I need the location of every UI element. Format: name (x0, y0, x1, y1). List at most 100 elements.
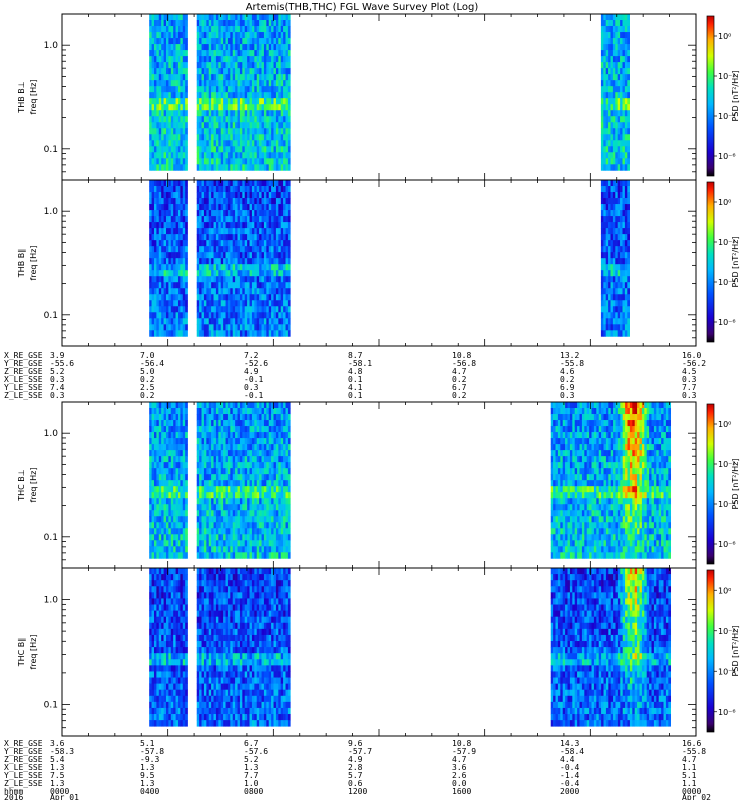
spectrogram-cell (242, 252, 246, 259)
spectrogram-cell (185, 158, 188, 165)
spectrogram-cell (182, 74, 186, 81)
spectrogram-cell (165, 270, 169, 277)
spectrogram-cell (608, 192, 611, 199)
spectrogram-cell (627, 80, 630, 87)
spectrogram-cell (232, 282, 236, 289)
spectrogram-cell (151, 56, 155, 63)
spectrogram-cell (275, 14, 279, 21)
spectrogram-cell (158, 540, 162, 547)
spectrogram-cell (285, 44, 289, 51)
spectrogram-cell (603, 180, 606, 187)
spectrogram-cell (256, 534, 260, 541)
spectrogram-cell (232, 44, 236, 51)
spectrogram-cell (211, 474, 214, 481)
spectrogram-cell (203, 306, 207, 313)
spectrogram-cell (610, 294, 614, 301)
spectrogram-cell (201, 270, 205, 277)
spectrogram-cell (273, 312, 277, 319)
spectrogram-cell (218, 288, 222, 295)
spectrogram-cell (285, 32, 289, 39)
spectrogram-cell (254, 86, 258, 93)
spectrogram-cell (185, 92, 188, 99)
spectrogram-cell (161, 44, 164, 51)
spectrogram-cell (259, 456, 262, 463)
spectrogram-cell (170, 50, 174, 57)
spectrogram-cell (158, 198, 162, 205)
spectrogram-cell (285, 20, 289, 27)
spectrogram-cell (237, 234, 241, 241)
spectrogram-cell (266, 216, 270, 223)
spectrogram-cell (268, 546, 272, 553)
spectrogram-cell (225, 246, 229, 253)
spectrogram-cell (239, 264, 243, 271)
spectrogram-cell (220, 228, 224, 235)
spectrogram-cell (223, 246, 226, 253)
spectrogram-cell (149, 438, 152, 445)
spectrogram-cell (271, 56, 274, 63)
spectrogram-cell (280, 140, 284, 147)
spectrogram-cell (275, 402, 279, 409)
spectrogram-cell (620, 324, 623, 331)
spectrogram-cell (149, 306, 152, 313)
spectrogram-cell (196, 80, 200, 87)
spectrogram-cell (180, 414, 184, 421)
spectrogram-cell (196, 552, 200, 559)
spectrogram-cell (627, 110, 630, 117)
spectrogram-cell (156, 246, 160, 253)
spectrogram-cell (268, 240, 272, 247)
spectrogram-cell (251, 522, 255, 529)
spectrogram-cell (620, 198, 623, 205)
spectrogram-cell (170, 504, 174, 511)
spectrogram-cell (256, 486, 260, 493)
spectrogram-cell (208, 510, 212, 517)
spectrogram-cell (199, 534, 202, 541)
spectrogram-cell (263, 486, 267, 493)
spectrogram-cell (622, 252, 626, 259)
spectrogram-cell (278, 288, 282, 295)
spectrogram-cell (170, 62, 174, 69)
spectrogram-cell (608, 300, 611, 307)
spectrogram-cell (266, 50, 270, 57)
spectrogram-cell (278, 134, 282, 141)
spectrogram-cell (201, 444, 205, 451)
spectrogram-cell (180, 198, 184, 205)
spectrogram-cell (608, 140, 611, 147)
spectrogram-cell (275, 210, 279, 217)
spectrogram-cell (261, 104, 265, 111)
spectrogram-cell (283, 146, 286, 153)
spectrogram-cell (263, 222, 267, 229)
spectrogram-cell (163, 216, 167, 223)
spectrogram-cell (254, 282, 258, 289)
spectrogram-cell (215, 510, 219, 517)
spectrogram-cell (239, 92, 243, 99)
spectrogram-cell (278, 158, 282, 165)
spectrogram-cell (177, 204, 181, 211)
spectrogram-cell (213, 420, 217, 427)
spectrogram-cell (251, 50, 255, 57)
spectrogram-cell (615, 180, 618, 187)
spectrogram-cell (237, 152, 241, 159)
spectrogram-cell (196, 140, 200, 147)
spectrogram-cell (239, 528, 243, 535)
spectrogram-cell (627, 330, 630, 337)
spectrogram-cell (239, 294, 243, 301)
spectrogram-cell (196, 546, 200, 553)
spectrogram-cell (165, 486, 169, 493)
spectrogram-cell (237, 222, 241, 229)
spectrogram-cell (173, 516, 176, 523)
spectrogram-cell (168, 282, 172, 289)
spectrogram-cell (249, 92, 253, 99)
spectrogram-cell (163, 252, 167, 259)
spectrogram-cell (235, 516, 238, 523)
spectrogram-cell (615, 44, 618, 51)
spectrogram-cell (213, 486, 217, 493)
spectrogram-cell (237, 402, 241, 409)
spectrogram-cell (251, 534, 255, 541)
spectrogram-cell (182, 510, 186, 517)
spectrogram-cell (225, 44, 229, 51)
spectrogram-cell (158, 122, 162, 129)
spectrogram-cell (163, 204, 167, 211)
spectrogram-cell (263, 462, 267, 469)
spectrogram-cell (156, 414, 160, 421)
spectrogram-cell (199, 300, 202, 307)
